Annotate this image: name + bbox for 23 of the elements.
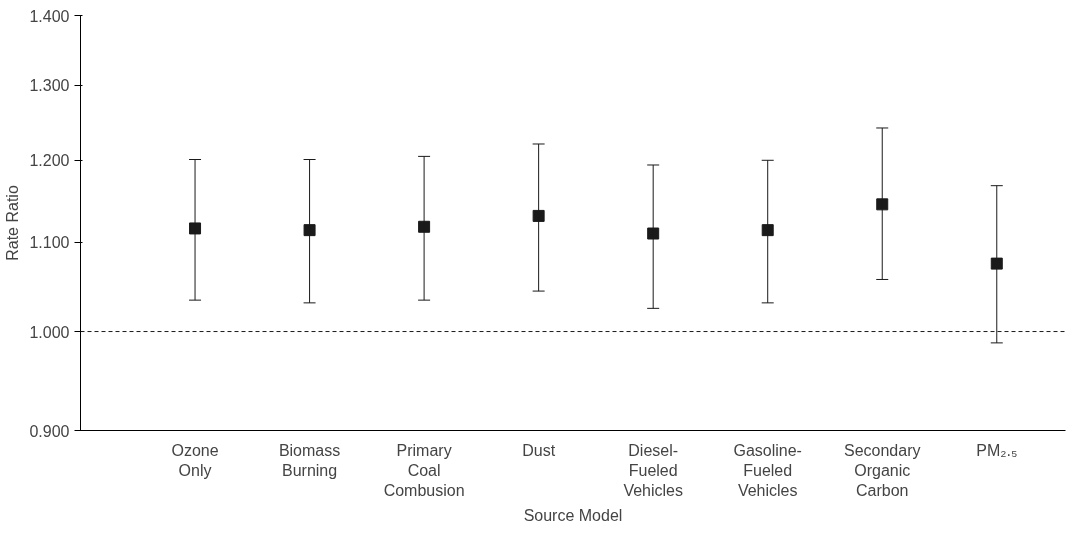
x-tick-label: PM₂.₅	[976, 441, 1018, 459]
x-tick-label: Biomass Burning	[278, 441, 341, 479]
x-tick-label: Diesel- Fueled Vehicles	[623, 441, 683, 500]
point	[761, 224, 774, 237]
x-tick-label: Dust	[522, 441, 556, 459]
x-tick-label: Ozone Only	[171, 441, 219, 479]
y-axis-title: Rate Ratio	[4, 185, 22, 261]
x-axis-title: Source Model	[523, 507, 623, 525]
point	[990, 257, 1003, 270]
y-tick-label: 1.400	[29, 7, 70, 25]
x-tick-label: Secondary Organic Carbon	[844, 441, 921, 500]
y-tick-label: 1.000	[29, 323, 70, 341]
point	[303, 224, 316, 237]
point	[647, 227, 660, 240]
y-tick-label: 1.300	[29, 77, 70, 95]
y-tick-label: 1.200	[29, 152, 70, 170]
x-tick-label: Primary Coal Combusion	[383, 441, 465, 500]
y-tick-label: 1.100	[29, 234, 70, 252]
point	[876, 198, 889, 211]
point	[532, 209, 545, 222]
point	[189, 222, 202, 235]
x-tick-label: Gasoline- Fueled Vehicles	[733, 441, 802, 500]
y-tick-label: 0.900	[29, 422, 70, 440]
